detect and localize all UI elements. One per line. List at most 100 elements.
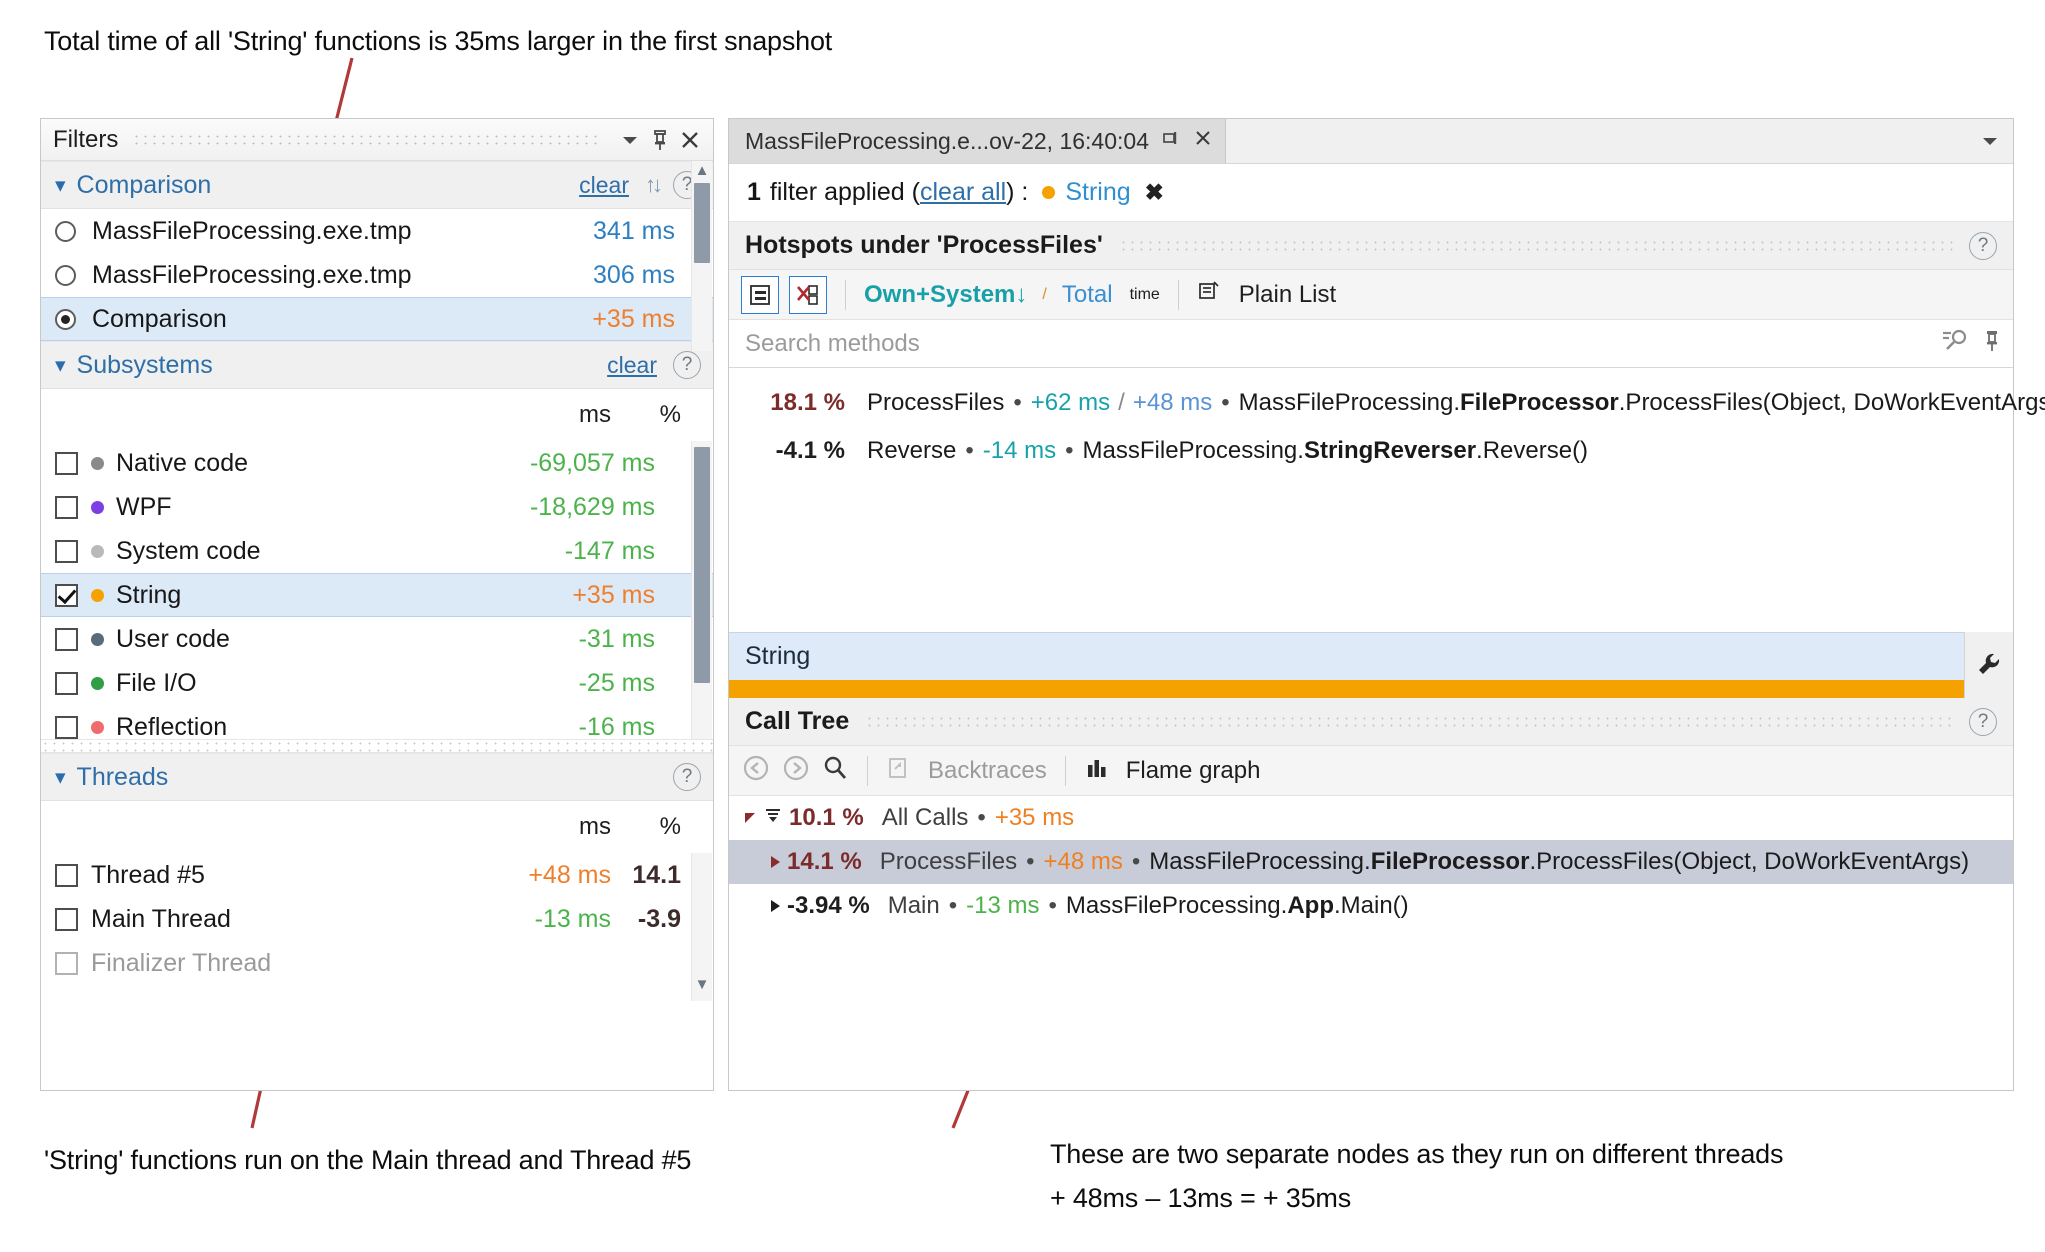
- comparison-row-selected[interactable]: Comparison +35 ms: [41, 297, 713, 341]
- hotspot-namespace: MassFileProcessing.: [1238, 389, 1461, 416]
- call-tree-signature: .Main(): [1333, 892, 1409, 919]
- search-input[interactable]: Search methods: [745, 329, 920, 357]
- scroll-thumb[interactable]: [694, 447, 710, 683]
- sort-toggle-icon[interactable]: ↑↓: [645, 172, 663, 197]
- thread-row[interactable]: Finalizer Thread: [41, 941, 713, 985]
- subsystems-scrollbar[interactable]: [691, 441, 712, 739]
- thread-row[interactable]: Thread #5 +48 ms 14.1: [41, 853, 713, 897]
- sort-total-button[interactable]: Total: [1061, 280, 1113, 308]
- checkbox-icon[interactable]: [55, 951, 78, 975]
- splitter-grip[interactable]: [41, 739, 713, 753]
- bullet-separator: •: [1221, 389, 1230, 416]
- collapsed-triangle-icon[interactable]: [765, 898, 785, 914]
- collapsed-triangle-icon[interactable]: [765, 854, 785, 870]
- clear-all-link[interactable]: clear all: [919, 178, 1007, 206]
- list-icon[interactable]: [1197, 280, 1223, 309]
- back-icon[interactable]: [741, 753, 771, 788]
- subsystem-row[interactable]: System code -147 ms: [41, 529, 713, 573]
- radio-icon[interactable]: [55, 308, 76, 330]
- help-icon[interactable]: ?: [673, 351, 701, 379]
- checkbox-icon[interactable]: [55, 671, 78, 695]
- chevron-down-icon[interactable]: [615, 125, 645, 155]
- close-icon[interactable]: [675, 125, 705, 155]
- help-icon[interactable]: ?: [1969, 231, 1997, 260]
- group-header-subsystems[interactable]: ▾ Subsystems clear ?: [41, 341, 713, 389]
- scroll-down-arrow[interactable]: ▼: [694, 976, 710, 993]
- checkbox-icon[interactable]: [55, 583, 78, 607]
- clear-comparison-link[interactable]: clear: [579, 171, 629, 198]
- checkbox-icon[interactable]: [55, 495, 78, 519]
- expanded-triangle-icon[interactable]: [741, 810, 761, 826]
- plain-list-button[interactable]: Plain List: [1238, 280, 1337, 308]
- help-icon[interactable]: ?: [1969, 707, 1997, 736]
- scroll-up-arrow[interactable]: ▲: [694, 162, 710, 179]
- subsystem-row-selected[interactable]: String +35 ms: [41, 573, 713, 617]
- help-icon[interactable]: ?: [673, 763, 701, 791]
- section-grip: [865, 714, 1953, 729]
- flame-graph-icon[interactable]: [1084, 755, 1110, 786]
- scroll-thumb[interactable]: [694, 183, 710, 263]
- subsystem-row[interactable]: User code -31 ms: [41, 617, 713, 661]
- call-tree-percent: 10.1 %: [789, 804, 864, 831]
- close-icon[interactable]: [1193, 128, 1213, 154]
- call-tree-node-name: ProcessFiles: [879, 848, 1018, 875]
- call-tree-signature: .ProcessFiles(Object, DoWorkEventArgs): [1529, 848, 1970, 875]
- checkbox-icon[interactable]: [55, 627, 78, 651]
- checkbox-icon[interactable]: [55, 863, 78, 887]
- call-tree-row-root[interactable]: 10.1 % All Calls • +35 ms: [729, 796, 2013, 840]
- drag-grip[interactable]: [132, 132, 601, 147]
- subsystem-bar-header: String: [729, 632, 2013, 680]
- tab-snapshot[interactable]: MassFileProcessing.e...ov-22, 16:40:04: [729, 119, 1226, 163]
- pin-icon[interactable]: [1981, 329, 2003, 358]
- pin-icon[interactable]: [1161, 129, 1181, 153]
- hide-system-icon[interactable]: [789, 275, 827, 314]
- flame-graph-button[interactable]: Flame graph: [1125, 756, 1261, 784]
- call-tree-row[interactable]: -3.94 % Main • -13 ms • MassFileProcessi…: [729, 884, 2013, 928]
- search-options-icon[interactable]: [1941, 328, 1969, 359]
- subsystems-list: Native code -69,057 ms WPF -18,629 ms Sy…: [41, 441, 713, 739]
- subsystem-row[interactable]: WPF -18,629 ms: [41, 485, 713, 529]
- column-header-pct: %: [659, 401, 681, 428]
- group-header-threads[interactable]: ▾ Threads ?: [41, 753, 713, 801]
- tab-overflow-icon[interactable]: [1967, 119, 2013, 163]
- group-header-comparison[interactable]: ▾ Comparison clear ↑↓ ?: [41, 161, 713, 209]
- filter-count: 1: [747, 178, 761, 206]
- wrench-icon[interactable]: [1964, 632, 2013, 698]
- bullet-separator: •: [1131, 848, 1141, 875]
- subsystem-row[interactable]: Native code -69,057 ms: [41, 441, 713, 485]
- checkbox-icon[interactable]: [55, 715, 78, 739]
- call-tree-namespace: MassFileProcessing.: [1065, 892, 1288, 919]
- radio-icon[interactable]: [55, 264, 76, 286]
- forward-icon[interactable]: [781, 753, 811, 788]
- comparison-row[interactable]: MassFileProcessing.exe.tmp 306 ms: [41, 253, 713, 297]
- hotspot-method-name: Reverse: [867, 437, 957, 464]
- call-tree-time: +35 ms: [994, 804, 1075, 831]
- filter-chip-label[interactable]: String: [1065, 178, 1131, 206]
- comparison-row[interactable]: MassFileProcessing.exe.tmp 341 ms: [41, 209, 713, 253]
- merge-frames-icon[interactable]: [741, 275, 779, 314]
- sort-own-system-button[interactable]: Own+System↓: [864, 281, 1027, 309]
- pin-icon[interactable]: [645, 125, 675, 155]
- thread-row[interactable]: Main Thread -13 ms -3.9: [41, 897, 713, 941]
- checkbox-icon[interactable]: [55, 539, 78, 563]
- subsystem-row[interactable]: Reflection -16 ms: [41, 705, 713, 739]
- comparison-scrollbar[interactable]: ▲: [691, 161, 712, 351]
- search-icon[interactable]: [821, 754, 849, 787]
- radio-icon[interactable]: [55, 220, 76, 242]
- hotspot-percent: 18.1 %: [770, 389, 845, 416]
- tab-strip: MassFileProcessing.e...ov-22, 16:40:04: [729, 119, 2013, 164]
- clear-subsystems-link[interactable]: clear: [607, 351, 657, 378]
- call-tree-percent: -3.94 %: [787, 892, 870, 919]
- checkbox-icon[interactable]: [55, 451, 78, 475]
- hotspot-row[interactable]: -4.1 % Reverse • -14 ms • MassFileProces…: [729, 430, 2013, 472]
- filter-text-after: ) :: [1006, 178, 1029, 206]
- hotspot-row[interactable]: 18.1 % ProcessFiles • +62 ms / +48 ms • …: [729, 382, 2045, 424]
- call-tree-row-selected[interactable]: 14.1 % ProcessFiles • +48 ms • MassFileP…: [729, 840, 2013, 884]
- backtraces-button[interactable]: Backtraces: [928, 756, 1047, 784]
- remove-filter-icon[interactable]: ✖: [1144, 179, 1164, 205]
- checkbox-icon[interactable]: [55, 907, 78, 931]
- bullet-separator: •: [948, 892, 958, 919]
- subsystem-row[interactable]: File I/O -25 ms: [41, 661, 713, 705]
- threads-scrollbar[interactable]: ▼: [691, 853, 712, 1001]
- sort-arrow-icon: ↓: [1015, 280, 1028, 308]
